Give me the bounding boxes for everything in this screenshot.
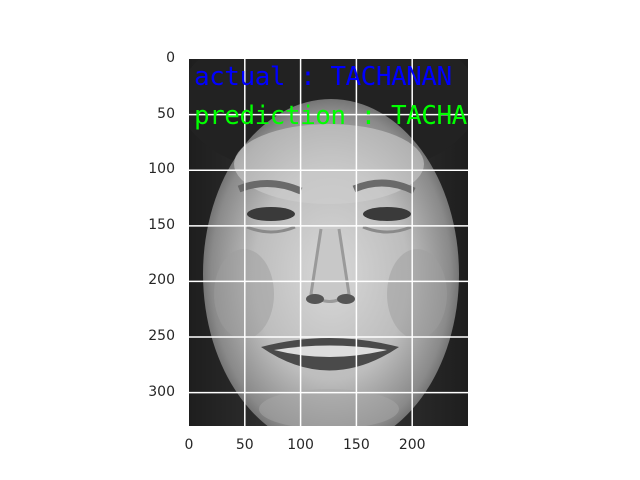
y-tick-label: 0 [135,51,175,65]
image-axes: actual : TACHANAN prediction : TACHANAN [189,59,468,426]
y-tick-label: 150 [135,218,175,232]
y-tick-label: 300 [135,385,175,399]
right-cheek-shade [387,249,447,339]
y-tick-label: 100 [135,162,175,176]
right-nostril [337,294,355,304]
forehead-highlight [234,124,424,204]
y-tick-label: 250 [135,329,175,343]
x-tick-label: 50 [225,438,265,452]
x-tick-label: 200 [392,438,432,452]
y-tick-label: 200 [135,273,175,287]
actual-label: actual : TACHANAN [194,64,452,90]
left-eye [247,207,295,221]
prediction-label: prediction : TACHANAN [194,103,468,129]
y-tick-label: 50 [135,107,175,121]
left-nostril [306,294,324,304]
x-tick-label: 100 [281,438,321,452]
x-tick-label: 150 [336,438,376,452]
left-cheek-shade [214,249,274,339]
right-eye [363,207,411,221]
x-tick-label: 0 [169,438,209,452]
